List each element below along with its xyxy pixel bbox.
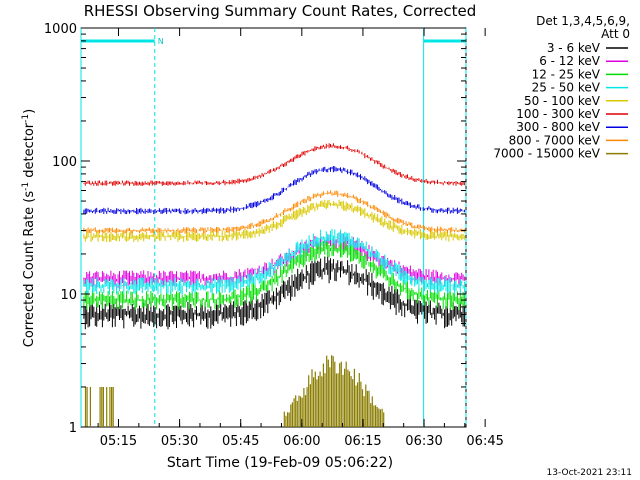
series-2-line bbox=[83, 239, 466, 310]
series-6-line bbox=[83, 166, 466, 215]
y-tick-label: 10 bbox=[60, 288, 77, 303]
x-axis-ticks: 05:15 05:30 05:45 06:00 06:15 06:30 06:45 bbox=[97, 28, 504, 449]
footer-date: 13-Oct-2021 23:11 bbox=[547, 468, 632, 478]
series-0-line bbox=[83, 256, 466, 330]
legend-label: 6 - 12 keV bbox=[539, 54, 601, 68]
series-layer bbox=[83, 143, 466, 427]
x-tick-label: 06:15 bbox=[344, 434, 381, 449]
y-tick-label: 1000 bbox=[44, 22, 77, 37]
x-tick-label: 06:00 bbox=[283, 434, 320, 449]
legend-label: 3 - 6 keV bbox=[547, 41, 601, 55]
night-markers: N bbox=[80, 28, 467, 427]
x-tick-label: 05:45 bbox=[222, 434, 259, 449]
series-5-line bbox=[83, 143, 466, 186]
chart-title: RHESSI Observing Summary Count Rates, Co… bbox=[84, 2, 477, 20]
legend-label: 300 - 800 keV bbox=[516, 120, 600, 134]
y-tick-label: 1 bbox=[69, 421, 77, 436]
series-3-line bbox=[83, 228, 466, 295]
y-tick-label: 100 bbox=[52, 155, 77, 170]
legend-label: 50 - 100 keV bbox=[524, 94, 601, 108]
legend-header-line2: Att 0 bbox=[601, 27, 630, 41]
series-8-line bbox=[84, 355, 385, 427]
y-axis-ticks: 1 10 100 1000 bbox=[44, 22, 466, 436]
legend-label: 7000 - 15000 keV bbox=[493, 147, 600, 161]
y-axis-label: Corrected Count Rate (s-1 detector-1) bbox=[21, 109, 37, 347]
series-4-line bbox=[83, 199, 466, 243]
x-tick-label: 06:45 bbox=[466, 434, 503, 449]
night-label: N bbox=[158, 37, 164, 46]
x-tick-label: 05:30 bbox=[161, 434, 198, 449]
legend-label: 800 - 7000 keV bbox=[509, 133, 601, 147]
x-tick-label: 05:15 bbox=[100, 434, 137, 449]
legend-header-line1: Det 1,3,4,5,6,9, bbox=[536, 14, 630, 28]
legend-label: 100 - 300 keV bbox=[516, 107, 600, 121]
legend-label: 25 - 50 keV bbox=[532, 81, 601, 95]
legend-label: 12 - 25 keV bbox=[532, 67, 601, 81]
series-7-line bbox=[83, 190, 466, 234]
x-axis-label: Start Time (19-Feb-09 05:06:22) bbox=[167, 455, 393, 471]
x-tick-label: 06:30 bbox=[405, 434, 442, 449]
